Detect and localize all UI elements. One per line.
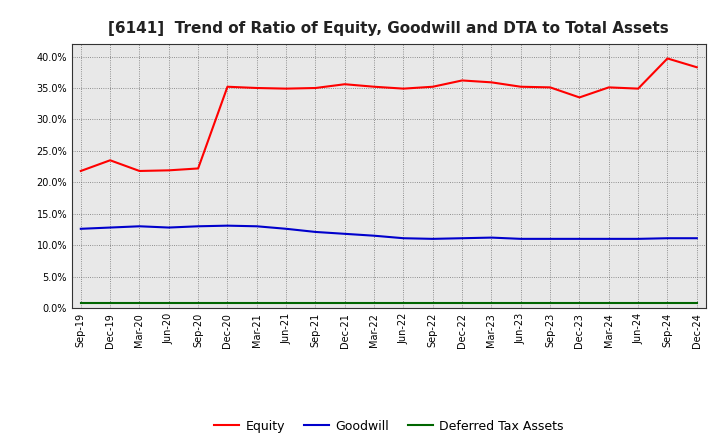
Goodwill bbox=[516, 236, 525, 242]
Deferred Tax Assets bbox=[106, 301, 114, 306]
Goodwill bbox=[663, 235, 672, 241]
Deferred Tax Assets bbox=[253, 301, 261, 306]
Goodwill bbox=[575, 236, 584, 242]
Deferred Tax Assets bbox=[516, 301, 525, 306]
Deferred Tax Assets bbox=[370, 301, 379, 306]
Equity bbox=[76, 169, 85, 174]
Deferred Tax Assets bbox=[458, 301, 467, 306]
Goodwill bbox=[76, 226, 85, 231]
Equity bbox=[194, 166, 202, 171]
Goodwill bbox=[282, 226, 290, 231]
Legend: Equity, Goodwill, Deferred Tax Assets: Equity, Goodwill, Deferred Tax Assets bbox=[210, 414, 568, 437]
Equity bbox=[575, 95, 584, 100]
Deferred Tax Assets bbox=[693, 301, 701, 306]
Goodwill bbox=[546, 236, 554, 242]
Deferred Tax Assets bbox=[605, 301, 613, 306]
Deferred Tax Assets bbox=[164, 301, 173, 306]
Deferred Tax Assets bbox=[663, 301, 672, 306]
Deferred Tax Assets bbox=[223, 301, 232, 306]
Goodwill bbox=[253, 224, 261, 229]
Line: Equity: Equity bbox=[81, 59, 697, 171]
Equity bbox=[634, 86, 642, 91]
Equity bbox=[693, 65, 701, 70]
Equity bbox=[135, 169, 144, 174]
Equity bbox=[428, 84, 437, 89]
Equity bbox=[341, 81, 349, 87]
Deferred Tax Assets bbox=[282, 301, 290, 306]
Deferred Tax Assets bbox=[575, 301, 584, 306]
Goodwill bbox=[341, 231, 349, 236]
Goodwill bbox=[194, 224, 202, 229]
Goodwill bbox=[106, 225, 114, 230]
Goodwill bbox=[399, 235, 408, 241]
Goodwill bbox=[605, 236, 613, 242]
Equity bbox=[223, 84, 232, 89]
Equity bbox=[106, 158, 114, 163]
Deferred Tax Assets bbox=[634, 301, 642, 306]
Equity bbox=[663, 56, 672, 61]
Goodwill bbox=[458, 235, 467, 241]
Goodwill bbox=[311, 229, 320, 235]
Goodwill bbox=[164, 225, 173, 230]
Equity bbox=[253, 85, 261, 91]
Goodwill bbox=[693, 235, 701, 241]
Goodwill bbox=[487, 235, 496, 240]
Equity bbox=[516, 84, 525, 89]
Equity bbox=[458, 78, 467, 83]
Deferred Tax Assets bbox=[194, 301, 202, 306]
Equity bbox=[370, 84, 379, 89]
Deferred Tax Assets bbox=[135, 301, 144, 306]
Equity bbox=[605, 85, 613, 90]
Equity bbox=[164, 168, 173, 173]
Goodwill bbox=[370, 233, 379, 238]
Deferred Tax Assets bbox=[399, 301, 408, 306]
Goodwill bbox=[223, 223, 232, 228]
Deferred Tax Assets bbox=[487, 301, 496, 306]
Title: [6141]  Trend of Ratio of Equity, Goodwill and DTA to Total Assets: [6141] Trend of Ratio of Equity, Goodwil… bbox=[109, 21, 669, 36]
Goodwill bbox=[428, 236, 437, 242]
Goodwill bbox=[135, 224, 144, 229]
Equity bbox=[311, 85, 320, 91]
Line: Goodwill: Goodwill bbox=[81, 226, 697, 239]
Equity bbox=[487, 80, 496, 85]
Deferred Tax Assets bbox=[546, 301, 554, 306]
Equity bbox=[282, 86, 290, 91]
Equity bbox=[399, 86, 408, 91]
Deferred Tax Assets bbox=[76, 301, 85, 306]
Goodwill bbox=[634, 236, 642, 242]
Equity bbox=[546, 85, 554, 90]
Deferred Tax Assets bbox=[341, 301, 349, 306]
Deferred Tax Assets bbox=[428, 301, 437, 306]
Deferred Tax Assets bbox=[311, 301, 320, 306]
